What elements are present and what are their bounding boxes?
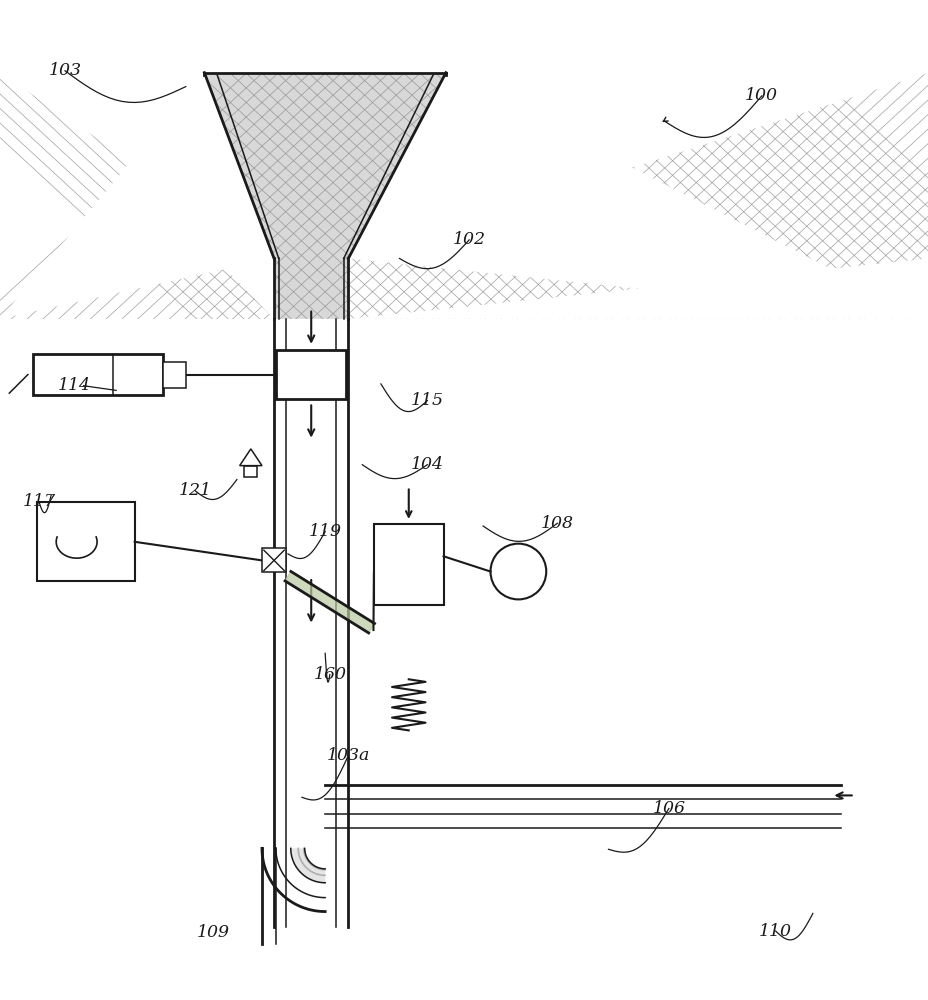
Text: 106: 106 <box>651 800 685 817</box>
Text: 109: 109 <box>197 924 230 941</box>
Polygon shape <box>348 258 928 319</box>
Circle shape <box>490 544 546 599</box>
Polygon shape <box>204 73 445 319</box>
Polygon shape <box>348 73 928 319</box>
Text: 104: 104 <box>410 456 444 473</box>
Text: 121: 121 <box>178 482 212 499</box>
Polygon shape <box>348 73 928 258</box>
Polygon shape <box>0 73 274 258</box>
Bar <box>277 350 346 399</box>
Text: 117: 117 <box>22 493 56 510</box>
Bar <box>37 502 135 581</box>
Text: 103a: 103a <box>327 747 369 764</box>
Text: 100: 100 <box>744 87 778 104</box>
Text: 115: 115 <box>410 392 444 409</box>
Bar <box>32 354 162 395</box>
Polygon shape <box>0 319 928 964</box>
Text: 114: 114 <box>58 377 91 394</box>
Bar <box>373 524 444 605</box>
Text: 108: 108 <box>540 515 574 532</box>
Text: 119: 119 <box>308 523 342 540</box>
Text: 102: 102 <box>452 231 485 248</box>
Polygon shape <box>244 466 257 477</box>
Polygon shape <box>0 36 274 319</box>
Text: 103: 103 <box>48 62 82 79</box>
Polygon shape <box>0 36 928 73</box>
Bar <box>162 362 186 388</box>
Bar <box>262 548 286 572</box>
Polygon shape <box>0 73 274 319</box>
Polygon shape <box>285 571 374 633</box>
Text: 110: 110 <box>758 923 792 940</box>
Text: 160: 160 <box>313 666 346 683</box>
Polygon shape <box>239 449 262 466</box>
Polygon shape <box>290 848 325 883</box>
